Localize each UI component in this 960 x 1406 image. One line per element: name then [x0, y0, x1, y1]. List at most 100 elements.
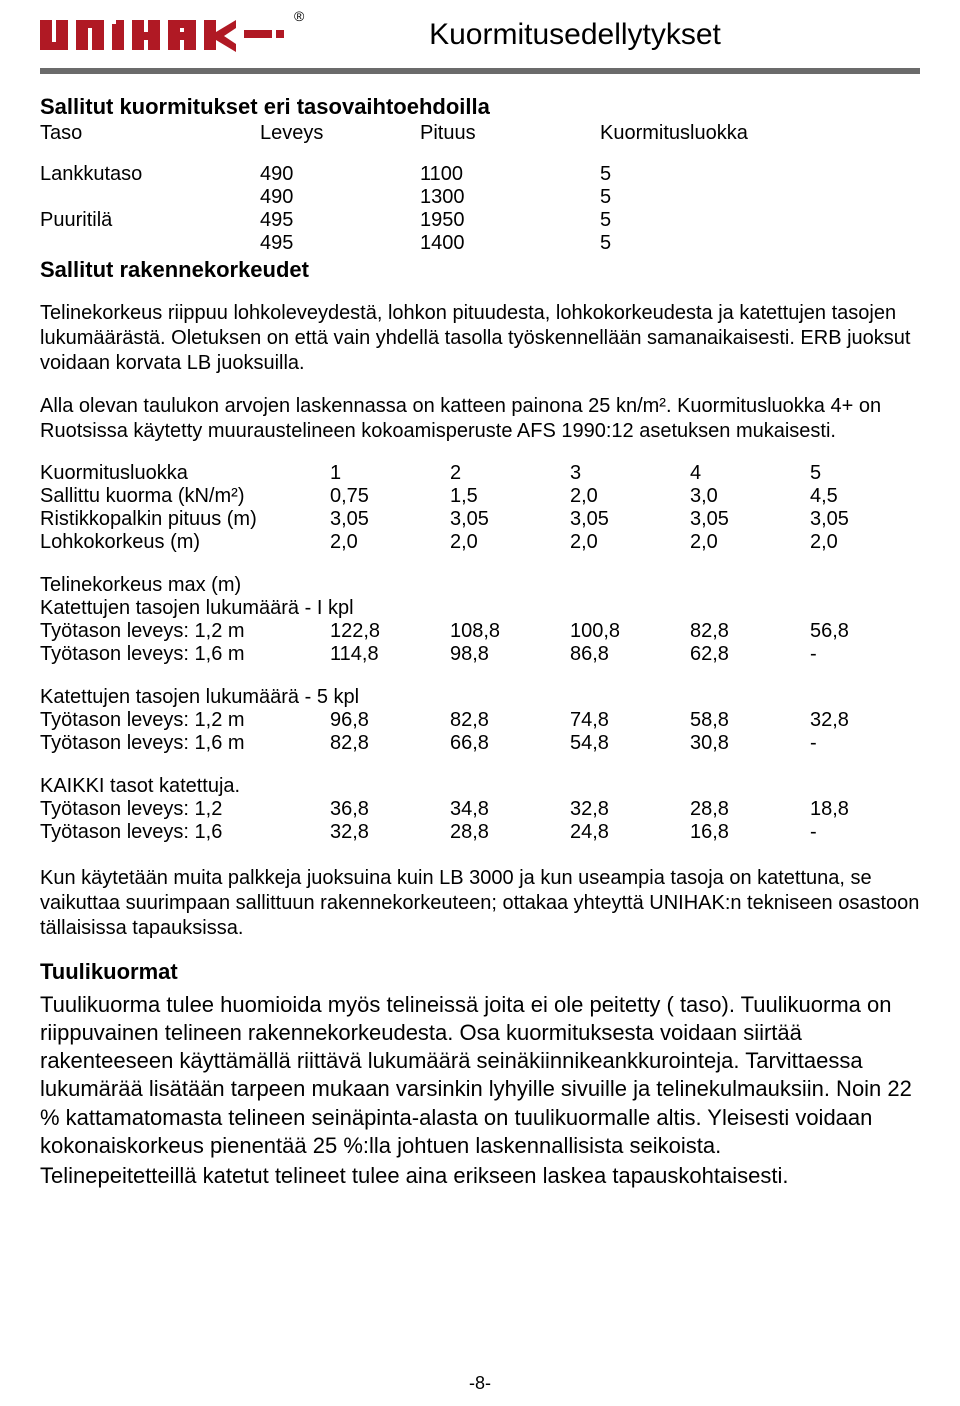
cell: 3,05 [450, 508, 570, 531]
cell: Puuritilä [40, 209, 260, 232]
cell: Työtason leveys: 1,6 [40, 821, 330, 844]
cell: 114,8 [330, 643, 450, 666]
page-content: Sallitut kuormitukset eri tasovaihtoehdo… [0, 74, 960, 1190]
cell: - [810, 821, 890, 844]
cell: 82,8 [690, 620, 810, 643]
cell: 2,0 [570, 531, 690, 554]
cell: 0,75 [330, 485, 450, 508]
table-row: Työtason leveys: 1,6 m 82,8 66,8 54,8 30… [40, 732, 920, 755]
table-row: Lohkokorkeus (m) 2,0 2,0 2,0 2,0 2,0 [40, 531, 920, 554]
table-row: Työtason leveys: 1,2 m 122,8 108,8 100,8… [40, 620, 920, 643]
table-row: Lankkutaso 490 1100 5 [40, 163, 920, 186]
cell: 490 [260, 163, 420, 186]
cell: 2,0 [450, 531, 570, 554]
cell: 100,8 [570, 620, 690, 643]
cell: Kuormitusluokka [40, 462, 330, 485]
col-header: Pituus [420, 122, 600, 145]
cell: 34,8 [450, 798, 570, 821]
cell: 54,8 [570, 732, 690, 755]
cell: 2 [450, 462, 570, 485]
block-subtitle: Katettujen tasojen lukumäärä - 5 kpl [40, 686, 920, 709]
registered-mark: ® [294, 8, 304, 24]
cell: 3,05 [810, 508, 890, 531]
col-header: Kuormitusluokka [600, 122, 800, 145]
block-kaikki: KAIKKI tasot katettuja. Työtason leveys:… [40, 775, 920, 844]
table-row: Sallittu kuorma (kN/m²) 0,75 1,5 2,0 3,0… [40, 485, 920, 508]
cell: Työtason leveys: 1,2 [40, 798, 330, 821]
cell: Työtason leveys: 1,2 m [40, 620, 330, 643]
table-row: Työtason leveys: 1,2 36,8 34,8 32,8 28,8… [40, 798, 920, 821]
cell: 62,8 [690, 643, 810, 666]
table-kuormitusluokka: Kuormitusluokka 1 2 3 4 5 Sallittu kuorm… [40, 462, 920, 554]
cell: 36,8 [330, 798, 450, 821]
table-row: Työtason leveys: 1,6 32,8 28,8 24,8 16,8… [40, 821, 920, 844]
cell: - [810, 732, 890, 755]
cell [40, 232, 260, 255]
cell: Lohkokorkeus (m) [40, 531, 330, 554]
cell: 18,8 [810, 798, 890, 821]
cell: 3,05 [330, 508, 450, 531]
section1-heading: Sallitut kuormitukset eri tasovaihtoehdo… [40, 94, 920, 120]
cell: 2,0 [810, 531, 890, 554]
cell: 98,8 [450, 643, 570, 666]
cell: 1950 [420, 209, 600, 232]
table-row: Ristikkopalkin pituus (m) 3,05 3,05 3,05… [40, 508, 920, 531]
cell: 3,05 [570, 508, 690, 531]
col-header: Leveys [260, 122, 420, 145]
brand-logo [40, 12, 290, 58]
cell: 30,8 [690, 732, 810, 755]
cell: 490 [260, 186, 420, 209]
block-subtitle: KAIKKI tasot katettuja. [40, 775, 920, 798]
cell: 1400 [420, 232, 600, 255]
cell: 2,0 [690, 531, 810, 554]
cell: 1300 [420, 186, 600, 209]
cell: 16,8 [690, 821, 810, 844]
cell: 74,8 [570, 709, 690, 732]
col-header: Taso [40, 122, 260, 145]
block-subtitle: Katettujen tasojen lukumäärä - I kpl [40, 597, 920, 620]
cell: Sallittu kuorma (kN/m²) [40, 485, 330, 508]
cell: 5 [600, 163, 800, 186]
cell: 3 [570, 462, 690, 485]
cell: 28,8 [450, 821, 570, 844]
cell: 58,8 [690, 709, 810, 732]
cell: 24,8 [570, 821, 690, 844]
paragraph: Telinepeitetteillä katetut telineet tule… [40, 1162, 920, 1190]
block-title: Telinekorkeus max (m) [40, 574, 920, 597]
cell: 2,0 [330, 531, 450, 554]
cell: 1 [330, 462, 450, 485]
cell: 5 [600, 209, 800, 232]
block-max: Telinekorkeus max (m) Katettujen tasojen… [40, 574, 920, 666]
cell: 82,8 [450, 709, 570, 732]
table-row: 490 1300 5 [40, 186, 920, 209]
page-number: -8- [0, 1373, 960, 1394]
cell: Ristikkopalkin pituus (m) [40, 508, 330, 531]
table-taso: Taso Leveys Pituus Kuormitusluokka Lankk… [40, 122, 920, 255]
cell: 1,5 [450, 485, 570, 508]
cell: Työtason leveys: 1,6 m [40, 732, 330, 755]
cell: 495 [260, 209, 420, 232]
cell: 28,8 [690, 798, 810, 821]
cell: 108,8 [450, 620, 570, 643]
cell: 5 [600, 186, 800, 209]
block-5kpl: Katettujen tasojen lukumäärä - 5 kpl Työ… [40, 686, 920, 755]
table-row: Kuormitusluokka 1 2 3 4 5 [40, 462, 920, 485]
cell: 4 [690, 462, 810, 485]
cell: 86,8 [570, 643, 690, 666]
paragraph: Tuulikuorma tulee huomioida myös telinei… [40, 991, 920, 1160]
table-row: Työtason leveys: 1,6 m 114,8 98,8 86,8 6… [40, 643, 920, 666]
table-row: Taso Leveys Pituus Kuormitusluokka [40, 122, 920, 145]
cell: 32,8 [330, 821, 450, 844]
cell: 82,8 [330, 732, 450, 755]
paragraph: Telinekorkeus riippuu lohkoleveydestä, l… [40, 301, 920, 376]
table-row: Puuritilä 495 1950 5 [40, 209, 920, 232]
cell: 32,8 [570, 798, 690, 821]
cell: 122,8 [330, 620, 450, 643]
cell: Työtason leveys: 1,6 m [40, 643, 330, 666]
cell: 32,8 [810, 709, 890, 732]
cell: 5 [810, 462, 890, 485]
cell: - [810, 643, 890, 666]
cell: 1100 [420, 163, 600, 186]
paragraph: Kun käytetään muita palkkeja juoksuina k… [40, 866, 920, 941]
cell: 56,8 [810, 620, 890, 643]
